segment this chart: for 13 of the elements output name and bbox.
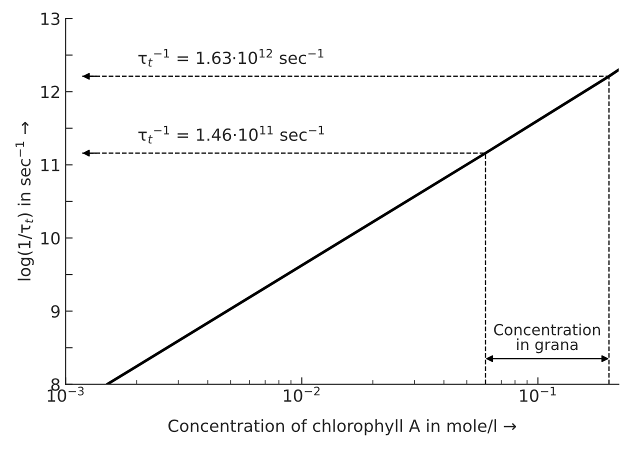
y-axis-title: log(1/τ$_{t}$) in sec$^{−1}$ → [16,122,34,280]
y-tick-label: 10 [41,232,60,245]
y-tick-label: 11 [41,159,60,172]
y-tick-label: 9 [51,305,60,318]
x-tick-label: 10$^{−2}$ [284,386,320,402]
y-tick-label: 13 [41,12,60,26]
annotation: Concentration in grana [494,324,600,354]
x-tick-label: 10$^{−1}$ [520,386,556,402]
ref-line-label: τ$_{t}$$^{−1}$ = 1.46·10$^{11}$ sec$^{−1}$ [138,126,324,144]
ref-line-label: τ$_{t}$$^{−1}$ = 1.63·10$^{12}$ sec$^{−1}$ [138,48,324,67]
x-axis-title: Concentration of chlorophyll A in mole/l → [168,419,516,436]
y-tick-label: 12 [41,86,60,98]
y-tick-label: 8 [51,378,60,391]
